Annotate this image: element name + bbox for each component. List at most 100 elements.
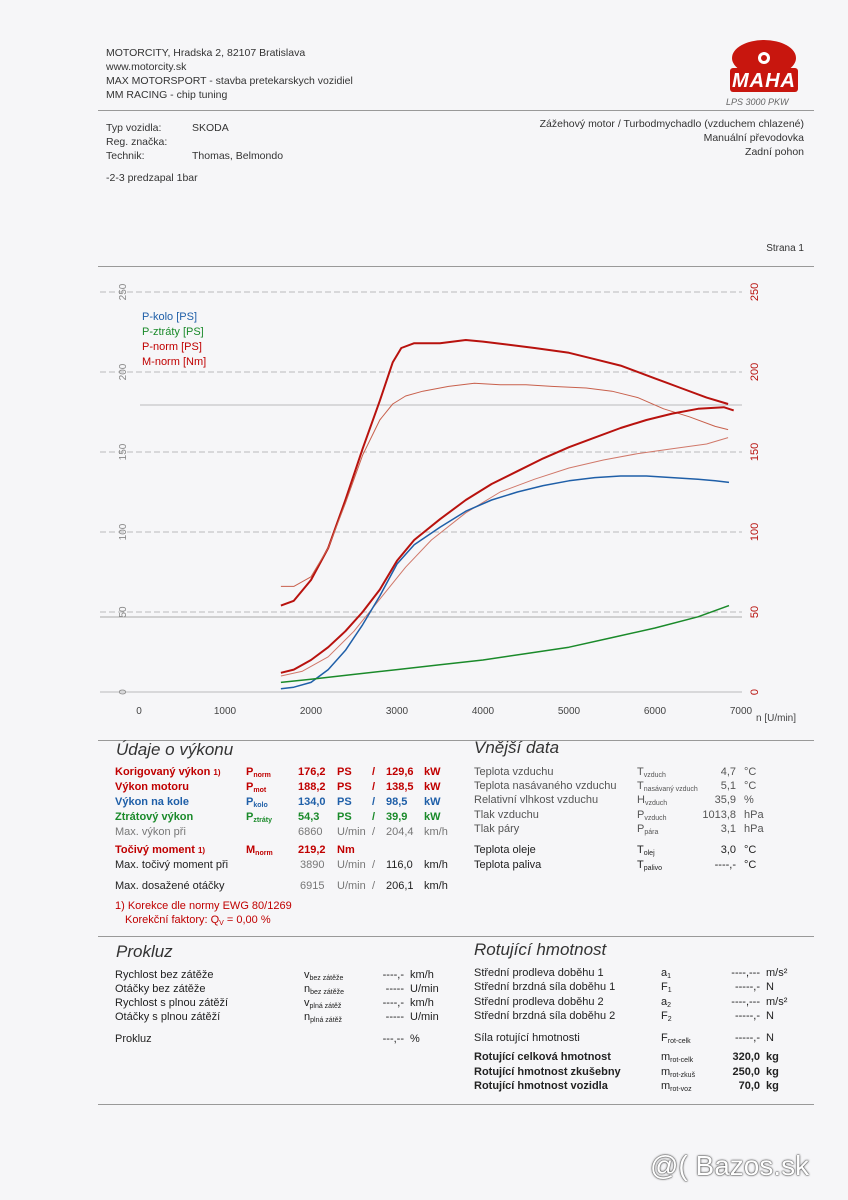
max-torque-label: Max. točivý moment při — [115, 859, 229, 871]
performance-row-symbol: Pkolo — [246, 796, 268, 809]
x-axis-label: n [U/min] — [756, 713, 796, 724]
external-row-label: Teplota oleje — [474, 844, 536, 856]
performance-row-unit2: kW — [424, 781, 441, 793]
company-line-3: MAX MOTORSPORT - stavba pretekarskych vo… — [106, 75, 353, 87]
external-row-label: Teplota nasávaného vzduchu — [474, 780, 617, 792]
maha-logo-icon — [730, 40, 798, 92]
x-tick-label: 7000 — [730, 706, 753, 717]
performance-row-sep: / — [372, 826, 376, 838]
performance-row-label: Výkon motoru — [115, 781, 189, 793]
performance-row-value: 176,2 — [298, 766, 326, 778]
rotating-row-unit: N — [766, 1032, 774, 1044]
performance-row-sep: / — [372, 781, 376, 793]
external-row-value: 3,0 — [720, 844, 736, 856]
series-line-0 — [280, 339, 729, 607]
external-row-symbol: Hvzduch — [637, 794, 668, 807]
external-row-unit: % — [744, 794, 754, 806]
rotating-row-label: Rotující hmotnost zkušebny — [474, 1066, 621, 1078]
external-row-label: Teplota paliva — [474, 859, 542, 871]
chart-top-rule — [98, 266, 814, 267]
y-left-tick-label: 200 — [118, 363, 129, 380]
performance-row-value2: 204,4 — [386, 826, 414, 838]
rotating-mass-title: Rotující hmotnost — [474, 940, 607, 959]
external-row-label: Tlak vzduchu — [474, 809, 539, 821]
section-divider-2 — [98, 936, 814, 937]
technician-value: Thomas, Belmondo — [192, 150, 284, 162]
slip-row-label: Otáčky bez zátěže — [115, 983, 206, 995]
performance-row-value: 6860 — [298, 826, 323, 838]
performance-row-symbol: Pztráty — [246, 811, 273, 824]
dyno-model: LPS 3000 PKW — [726, 97, 789, 107]
external-row-unit: hPa — [744, 823, 764, 835]
slip-row-label: Otáčky s plnou zátěží — [115, 1011, 221, 1023]
rotating-row-unit: m/s² — [766, 996, 788, 1008]
external-row-symbol: Pvzduch — [637, 809, 667, 822]
series-line-2 — [280, 406, 735, 674]
max-torque-speed-unit: km/h — [424, 859, 448, 871]
torque-symbol: Mnorm — [246, 844, 273, 857]
y-right-tick-label: 150 — [749, 443, 761, 461]
slip-row-symbol: nplná zátěž — [304, 1011, 343, 1024]
external-row-symbol: Tpalivo — [637, 859, 663, 872]
slip-row-symbol: vbez zátěže — [304, 969, 344, 982]
slip-row-value: ----,- — [382, 969, 404, 981]
external-row-unit: °C — [744, 844, 757, 856]
x-tick-label: 2000 — [300, 706, 323, 717]
series-line-5 — [280, 604, 730, 684]
y-right-tick-label: 100 — [749, 523, 761, 541]
slip-row-label: Prokluz — [115, 1033, 152, 1045]
y-left-tick-label: 100 — [118, 523, 129, 540]
slip-title: Prokluz — [116, 942, 173, 961]
external-row-value: 35,9 — [714, 794, 736, 806]
external-row-unit: °C — [744, 859, 757, 871]
performance-row-label: Max. výkon při — [115, 826, 186, 838]
slip-row-unit: km/h — [410, 997, 434, 1009]
legend-entry: P-ztráty [PS] — [142, 326, 204, 338]
rotating-row-label: Střední brzdná síla doběhu 2 — [474, 1010, 616, 1022]
rotating-row-unit: kg — [766, 1080, 779, 1092]
y-left-tick-label: 250 — [118, 283, 129, 300]
rotating-row-value: -----,- — [734, 1010, 760, 1022]
company-line-4: MM RACING - chip tuning — [106, 89, 228, 101]
external-row-value: 5,1 — [720, 780, 736, 792]
legend-entry: P-kolo [PS] — [142, 311, 197, 323]
performance-row-value2: 138,5 — [386, 781, 414, 793]
company-website: www.motorcity.sk — [106, 61, 187, 73]
rotating-row-symbol: a2 — [661, 996, 672, 1009]
external-row-unit: °C — [744, 766, 757, 778]
performance-row-value: 134,0 — [298, 796, 326, 808]
rotating-row-value: 250,0 — [732, 1066, 760, 1078]
rotating-row-label: Rotující hmotnost vozidla — [474, 1080, 608, 1092]
external-row-value: 1013,8 — [702, 809, 736, 821]
external-row-symbol: Tvzduch — [637, 766, 666, 779]
performance-row-unit2: kW — [424, 811, 441, 823]
performance-row-value: 188,2 — [298, 781, 326, 793]
x-tick-label: 4000 — [472, 706, 495, 717]
rotating-row-label: Střední prodleva doběhu 1 — [474, 967, 604, 979]
external-row-value: 3,1 — [720, 823, 736, 835]
divider — [98, 110, 814, 111]
slip-row-unit: U/min — [410, 1011, 439, 1023]
external-row-label: Teplota vzduchu — [474, 766, 554, 778]
rotating-row-label: Síla rotující hmotnosti — [474, 1032, 580, 1044]
performance-row-value: 54,3 — [298, 811, 320, 823]
slip-row-symbol: vplná zátěž — [304, 997, 342, 1010]
rotating-row-symbol: F1 — [661, 981, 672, 994]
torque-row: Točivý moment 1) — [115, 844, 206, 856]
external-row-symbol: Tolej — [637, 844, 655, 857]
engine-type: Zážehový motor / Turbodmychadlo (vzduche… — [539, 118, 804, 130]
external-row-value: 4,7 — [720, 766, 736, 778]
legend-entry: P-norm [PS] — [142, 341, 202, 353]
rotating-row-symbol: a1 — [661, 967, 672, 980]
performance-row-sep: / — [372, 811, 376, 823]
external-row-value: ----,- — [714, 859, 736, 871]
rotating-row-symbol: mrot-celk — [661, 1051, 694, 1064]
slip-row-symbol: nbez zátěže — [304, 983, 344, 996]
performance-row-symbol: Pmot — [246, 781, 267, 794]
drive-type: Zadní pohon — [745, 146, 804, 158]
external-row-unit: hPa — [744, 809, 764, 821]
performance-row-unit2: kW — [424, 796, 441, 808]
rotating-row-symbol: Frot-celk — [661, 1032, 691, 1045]
rotating-row-label: Rotující celková hmotnost — [474, 1051, 611, 1063]
performance-row-label: Korigovaný výkon 1) — [115, 766, 221, 778]
